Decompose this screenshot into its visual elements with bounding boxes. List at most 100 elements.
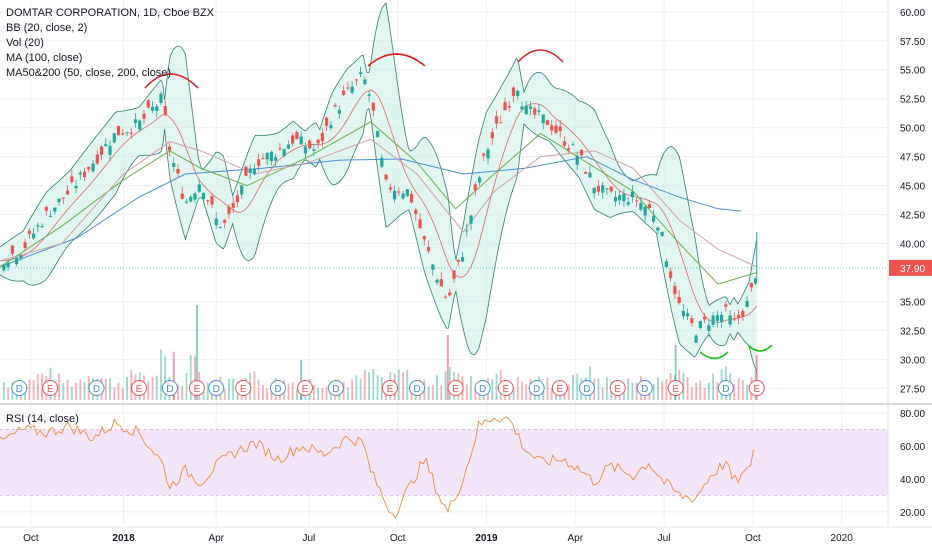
candle-body <box>240 185 244 195</box>
volume-bar <box>75 382 77 400</box>
volume-bar <box>359 378 362 400</box>
dividend-marker-circle <box>474 380 491 396</box>
candle-body <box>401 193 405 199</box>
volume-bar <box>627 378 630 400</box>
volume-bar <box>83 381 86 400</box>
volume-bar <box>117 382 120 400</box>
volume-bar <box>312 385 315 400</box>
price-tick-label: 27.50 <box>900 384 925 395</box>
candle-body <box>78 172 82 175</box>
earnings-marker-label: E <box>194 384 201 395</box>
volume-bar <box>665 379 668 400</box>
volume-bar <box>368 372 370 400</box>
dividend-marker-circle <box>408 380 425 396</box>
volume-bar <box>291 382 294 400</box>
candle-body <box>507 106 511 108</box>
head-arc-2 <box>367 53 426 67</box>
price-tick-label: 42.50 <box>900 211 925 222</box>
volume-spike <box>755 355 758 400</box>
candle-body <box>65 190 70 195</box>
dividend-marker-label: D <box>641 384 648 395</box>
rsi-legend: RSI (14, close) <box>6 413 79 425</box>
candle-body <box>40 226 44 228</box>
legend-title: DOMTAR CORPORATION, 1D, Cboe BZX <box>6 7 215 19</box>
volume-spike <box>172 352 175 400</box>
volume-bar <box>325 386 328 400</box>
candle-body <box>460 257 465 262</box>
candle-body <box>418 219 422 229</box>
candle-body <box>104 144 108 147</box>
volume-bar <box>699 380 702 400</box>
candle-body <box>303 146 307 154</box>
candle-body <box>482 153 486 156</box>
dividend-marker-circle <box>578 380 595 396</box>
earnings-marker: E <box>609 380 626 396</box>
volume-bar <box>444 371 447 400</box>
time-tick-label: Jul <box>302 533 315 544</box>
time-tick-label: Oct <box>745 533 761 544</box>
candle-body <box>647 204 651 209</box>
candle-body <box>346 87 350 89</box>
candle-body <box>622 193 626 202</box>
time-tick-label: Jul <box>658 533 671 544</box>
volume-bar <box>185 372 188 400</box>
candle-body <box>613 197 618 202</box>
candle-body <box>511 87 516 97</box>
earnings-marker-label: E <box>753 384 760 395</box>
candle-body <box>609 186 613 192</box>
earnings-marker-circle <box>130 380 147 396</box>
candle-body <box>443 296 448 298</box>
bb-fill <box>0 3 757 373</box>
legend-bb: BB (20, close, 2) <box>6 22 88 34</box>
earnings-marker-circle <box>42 380 59 396</box>
volume-bar <box>253 371 256 400</box>
volume-bar <box>656 377 659 400</box>
candle-body <box>308 140 312 149</box>
candle-body <box>745 300 749 308</box>
volume-bar <box>41 373 43 400</box>
dividend-marker-circle <box>88 380 105 396</box>
candle-body <box>397 191 401 193</box>
dividend-marker-circle <box>636 380 653 396</box>
candle-body <box>180 193 184 199</box>
volume-bar <box>695 382 698 400</box>
dividend-marker: D <box>636 380 653 396</box>
candle-body <box>545 120 550 126</box>
head-arc-1 <box>144 73 199 89</box>
candle-body <box>499 122 503 124</box>
price-tick-label: 57.50 <box>900 37 925 48</box>
candle-body <box>664 261 668 268</box>
candle-body <box>409 193 414 203</box>
candle-body <box>448 292 452 296</box>
volume-bar <box>79 379 82 400</box>
volume-bar <box>342 381 345 400</box>
candle-body <box>329 125 333 129</box>
earnings-marker-circle <box>381 380 398 396</box>
candle-body <box>601 185 605 193</box>
volume-bar <box>516 376 519 400</box>
candle-body <box>91 163 95 172</box>
candle-body <box>524 105 528 114</box>
candle-body <box>575 155 579 165</box>
volume-bar <box>440 385 443 400</box>
volume-bar <box>7 387 10 400</box>
volume-bar <box>126 376 128 400</box>
dividend-marker-label: D <box>479 384 486 395</box>
candle-body <box>257 159 261 166</box>
candle-body <box>414 209 418 214</box>
candle-body <box>350 86 354 93</box>
volume-bar <box>321 388 324 400</box>
volume-bar <box>431 384 434 400</box>
volume-bar <box>436 375 438 400</box>
candle-body <box>133 119 138 123</box>
volume-bar <box>147 381 150 400</box>
candle-body <box>172 163 176 167</box>
candle-body <box>108 145 112 155</box>
candle-body <box>643 206 647 216</box>
candle-body <box>138 120 142 130</box>
time-tick-label: Oct <box>390 533 406 544</box>
volume-bar <box>177 384 179 400</box>
time-tick-label: 2019 <box>475 533 498 544</box>
volume-bar <box>130 370 133 400</box>
